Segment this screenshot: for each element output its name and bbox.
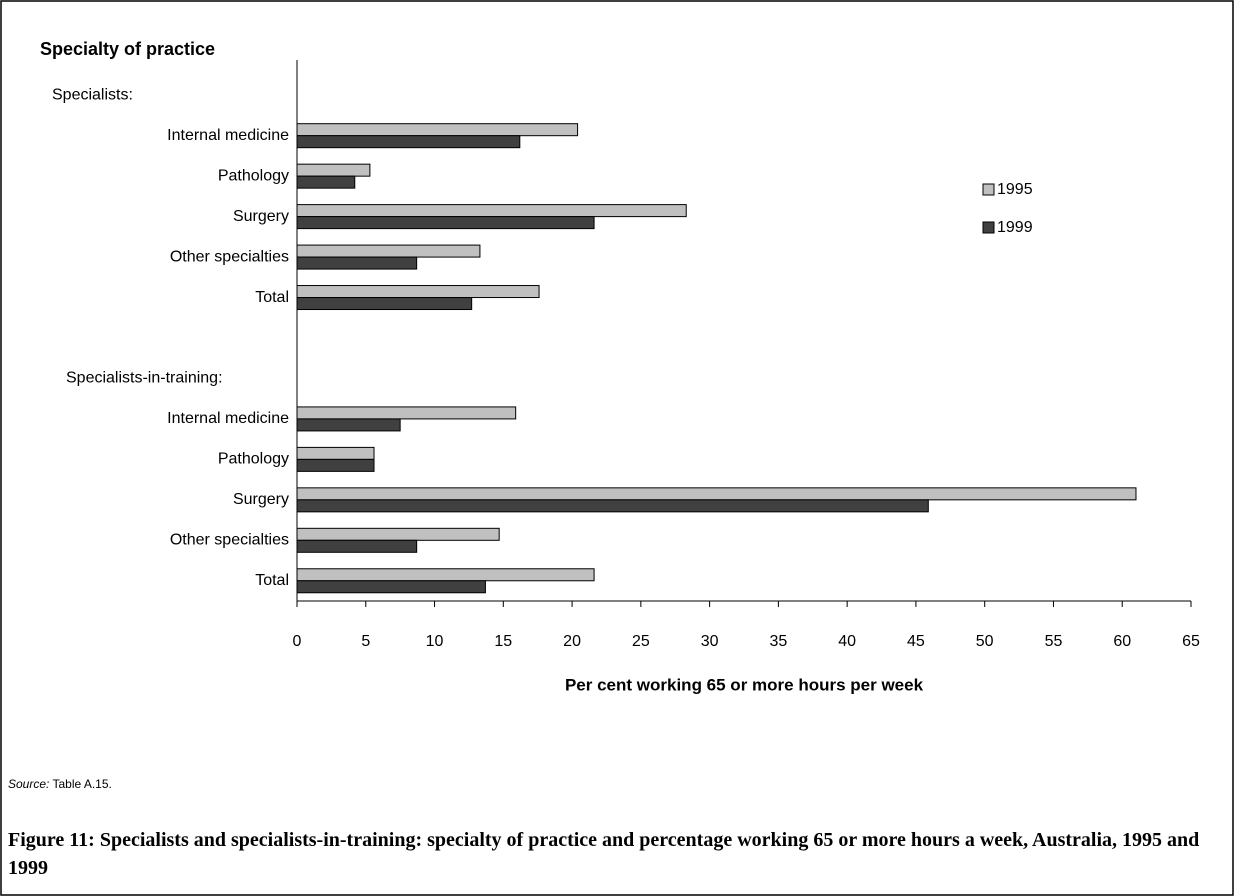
y-tick-label: Total	[255, 289, 289, 306]
y-tick-label: Other specialties	[170, 248, 289, 265]
bar	[296, 406, 517, 420]
bar	[296, 123, 579, 137]
bar	[296, 568, 595, 582]
x-tick-label: 15	[494, 633, 512, 650]
bar	[296, 204, 687, 218]
y-axis-title: Specialty of practice	[40, 39, 215, 59]
group-label: Specialists:	[52, 86, 133, 103]
x-tick-label: 65	[1182, 633, 1200, 650]
legend-label: 1995	[997, 181, 1033, 198]
bar	[296, 527, 500, 541]
legend-label: 1999	[997, 219, 1033, 236]
bar	[296, 163, 371, 177]
y-tick-label: Surgery	[233, 491, 289, 508]
bar	[296, 487, 1137, 501]
bar	[296, 216, 595, 230]
x-tick-label: 20	[563, 633, 581, 650]
x-tick-label: 30	[701, 633, 719, 650]
x-tick-label: 45	[907, 633, 925, 650]
legend-swatch	[982, 183, 995, 196]
x-tick-label: 35	[769, 633, 787, 650]
bar	[296, 244, 481, 258]
x-tick-label: 50	[976, 633, 994, 650]
bar	[296, 256, 418, 270]
bar	[296, 539, 418, 553]
x-tick-label: 5	[361, 633, 370, 650]
x-tick-label: 40	[838, 633, 856, 650]
y-tick-label: Other specialties	[170, 532, 289, 549]
bar	[296, 135, 521, 149]
bar	[296, 175, 356, 189]
source-label: Source:	[8, 777, 49, 791]
caption: Figure 11: Specialists and specialists-i…	[8, 829, 1200, 879]
bar	[296, 499, 929, 513]
y-tick-label: Internal medicine	[167, 410, 289, 427]
legend-swatch	[982, 221, 995, 234]
x-tick-label: 10	[426, 633, 444, 650]
bar	[296, 446, 375, 460]
x-axis-title: Per cent working 65 or more hours per we…	[565, 675, 924, 694]
group-label: Specialists-in-training:	[66, 370, 223, 387]
bar	[296, 297, 473, 311]
y-tick-label: Internal medicine	[167, 127, 289, 144]
x-tick-label: 25	[632, 633, 650, 650]
bar	[296, 580, 486, 594]
x-tick-label: 0	[293, 633, 302, 650]
y-tick-label: Surgery	[233, 208, 289, 225]
bar	[296, 418, 401, 432]
bar	[296, 458, 375, 472]
source-text: Table A.15.	[52, 777, 111, 791]
x-tick-label: 60	[1113, 633, 1131, 650]
y-tick-label: Total	[255, 572, 289, 589]
y-tick-label: Pathology	[218, 451, 289, 468]
bar	[296, 285, 540, 299]
x-tick-label: 55	[1045, 633, 1063, 650]
y-tick-label: Pathology	[218, 167, 289, 184]
source: Source: Table A.15.	[8, 777, 112, 791]
